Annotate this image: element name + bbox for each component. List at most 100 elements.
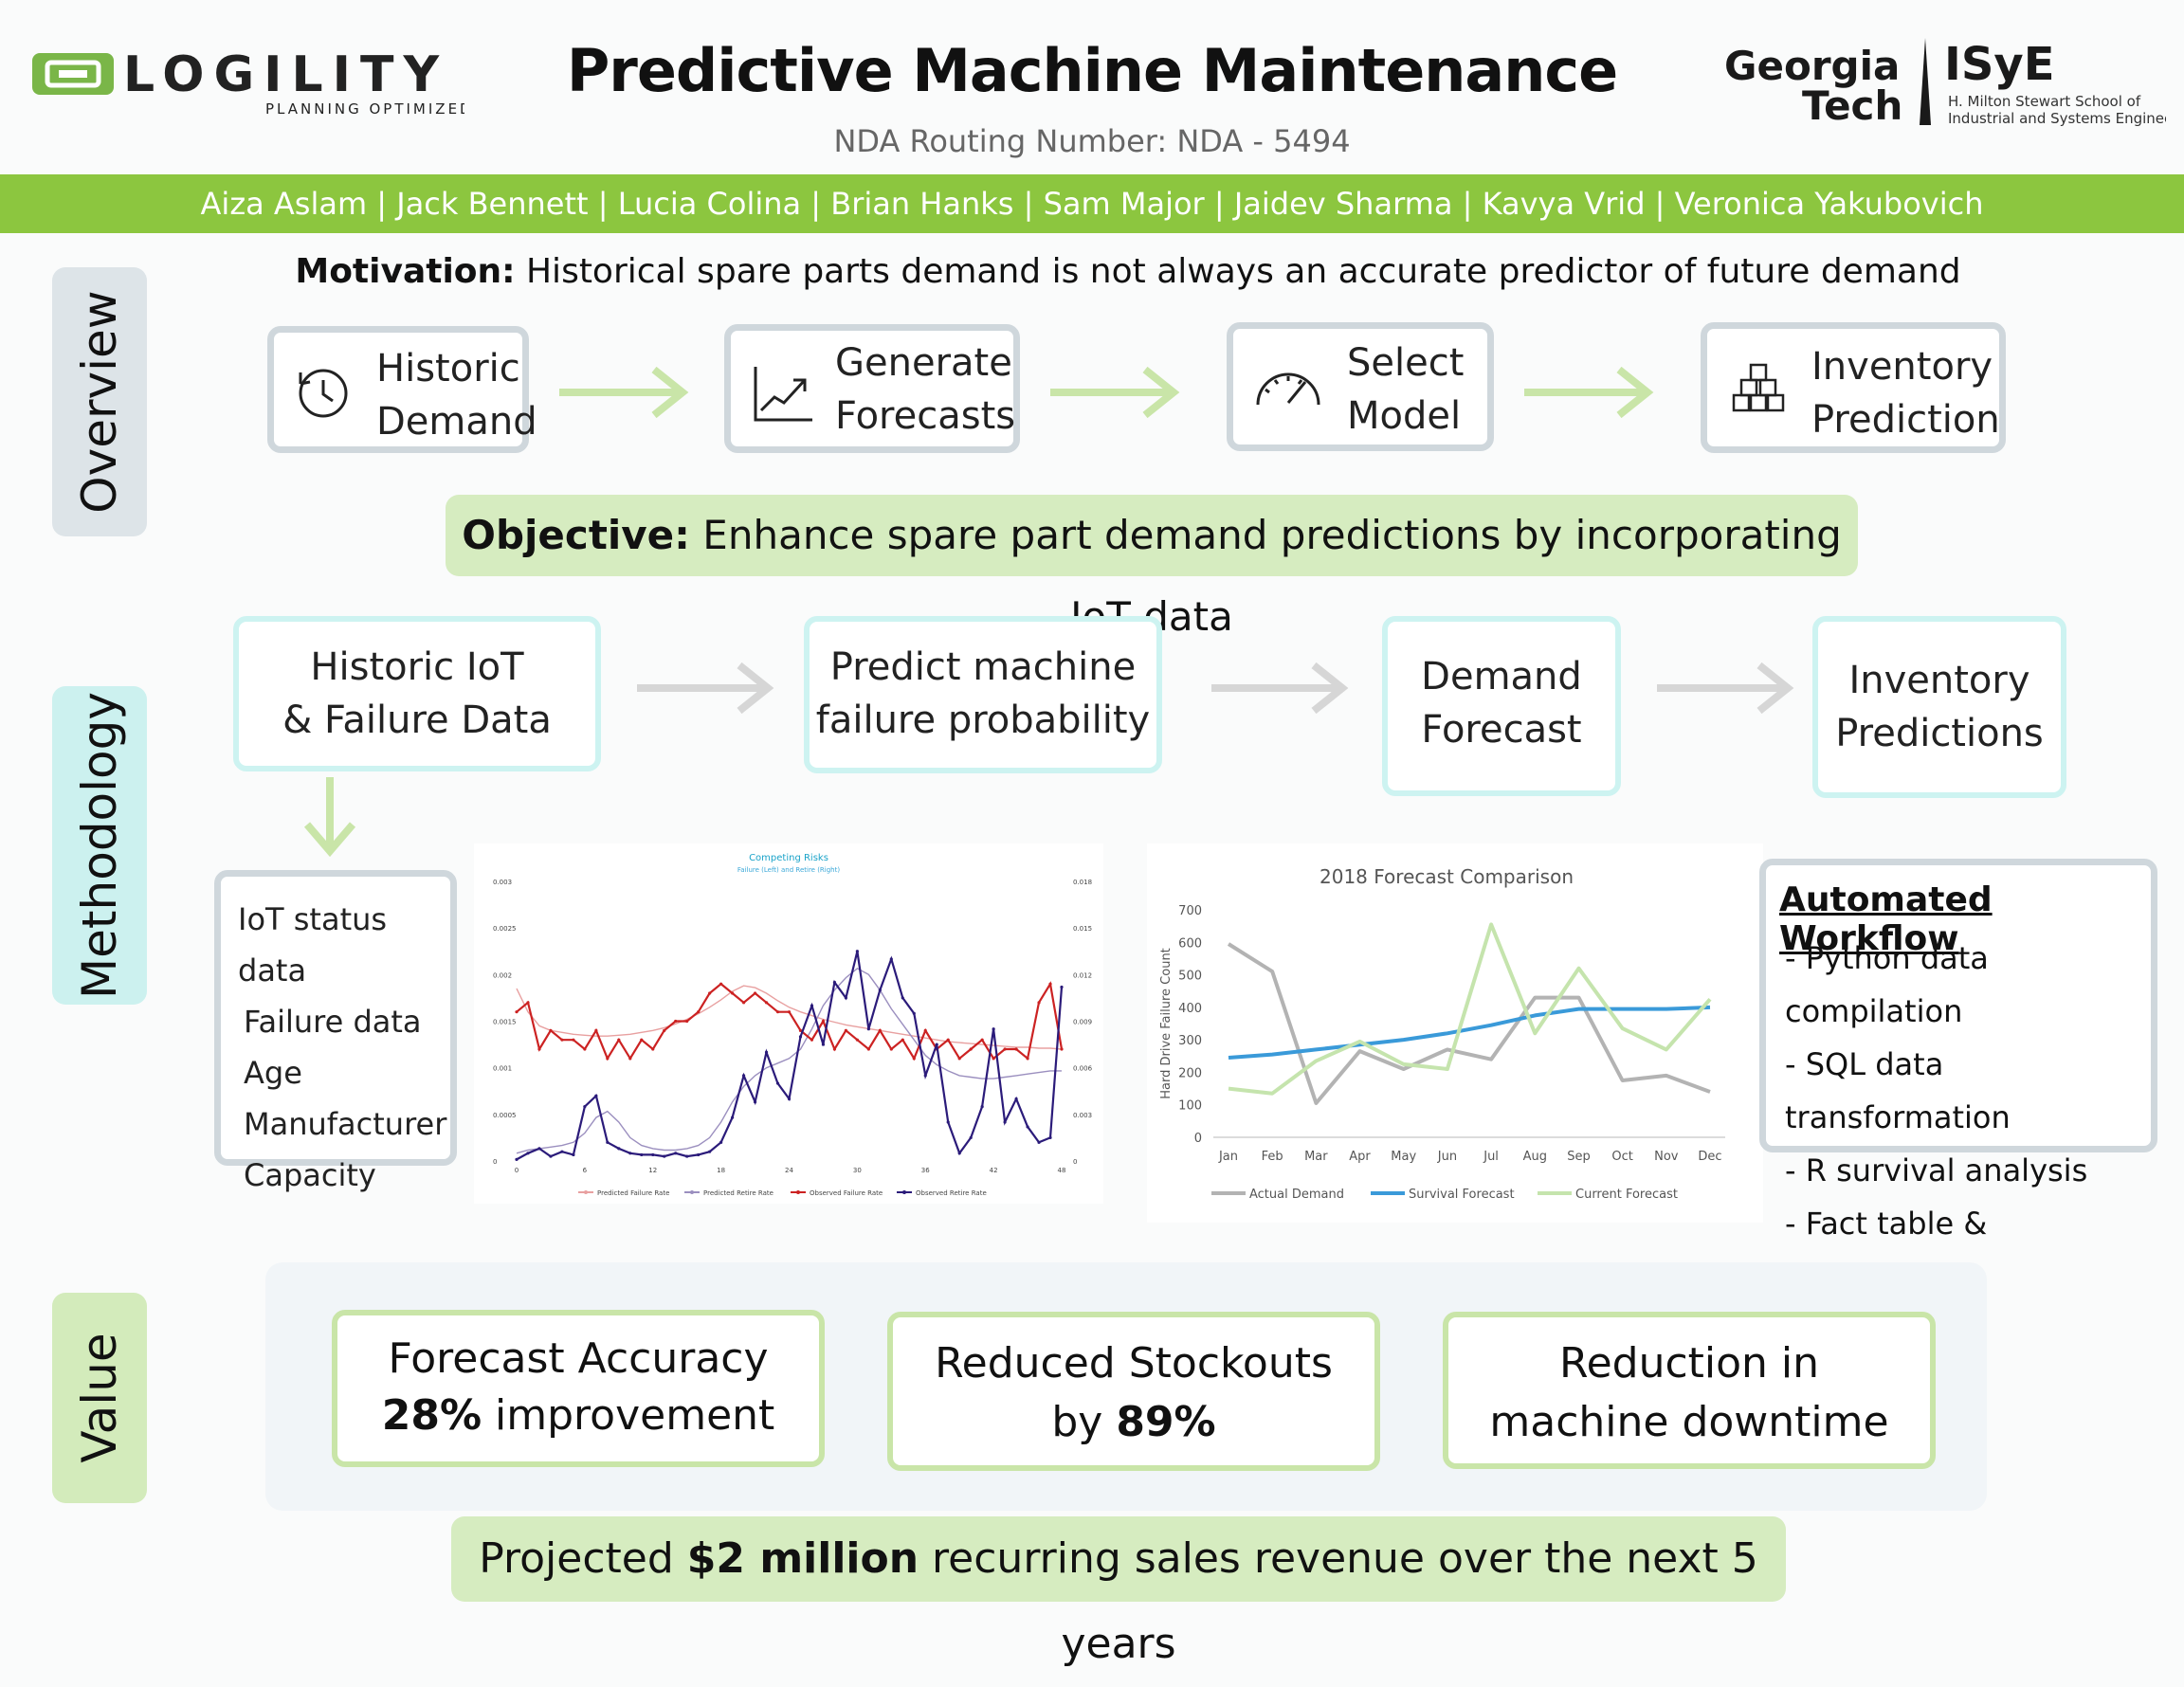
workflow-item: - R survival analysis — [1785, 1152, 2088, 1188]
data-point — [1026, 1057, 1029, 1061]
y-tick-label-right: 0.015 — [1073, 925, 1092, 933]
data-point — [640, 1038, 644, 1042]
y-tick-label: 700 — [1178, 904, 1202, 918]
data-point — [685, 1154, 689, 1158]
data-point — [912, 1011, 916, 1015]
arrow-right-icon — [637, 662, 774, 715]
arrow-right-icon — [1657, 662, 1794, 715]
y-tick-label-right: 0.003 — [1073, 1112, 1092, 1119]
y-tick-label-right: 0 — [1073, 1158, 1077, 1166]
section-label-overview: Overview — [52, 267, 147, 536]
chart-subtitle: Failure (Left) and Retire (Right) — [737, 866, 840, 874]
list-item: IoT status data — [238, 901, 388, 989]
data-point — [810, 1004, 814, 1007]
x-tick-label: 36 — [921, 1167, 930, 1174]
data-point — [1048, 982, 1052, 986]
data-point — [969, 1047, 973, 1051]
data-point — [617, 1038, 621, 1042]
series-line-1 — [516, 985, 1063, 1050]
data-point — [731, 991, 735, 995]
section-label-value: Value — [52, 1293, 147, 1503]
data-point — [855, 950, 859, 953]
data-point — [572, 1152, 575, 1157]
data-point — [719, 1140, 723, 1144]
y-tick-label: 0 — [1194, 1132, 1202, 1146]
data-point — [560, 1150, 564, 1153]
x-tick-label: May — [1391, 1150, 1416, 1164]
data-point — [980, 1105, 984, 1109]
data-point — [844, 1028, 847, 1032]
georgia-tech-isye-logo: Georgia Tech ISyE H. Milton Stewart Scho… — [1720, 30, 2184, 135]
data-point — [753, 1100, 757, 1104]
isye-wordmark: ISyE — [1944, 38, 2055, 91]
data-point — [775, 1081, 780, 1085]
x-tick-label: 48 — [1058, 1167, 1066, 1174]
y-tick-label-left: 0.0025 — [493, 925, 517, 933]
series-line-3 — [1228, 922, 1712, 1096]
x-tick-label: Sep — [1567, 1150, 1591, 1164]
workflow-item: - SQL data transformation — [1785, 1046, 2011, 1135]
data-point — [628, 1152, 632, 1155]
clock-icon — [299, 369, 348, 418]
page-title: Predictive Machine Maintenance — [566, 36, 1618, 105]
data-point — [549, 1154, 553, 1158]
x-tick-label: Jun — [1437, 1150, 1457, 1164]
series-line-2 — [516, 967, 1062, 1154]
data-point — [537, 1047, 541, 1051]
series-line-2 — [1228, 1005, 1711, 1060]
data-point — [832, 980, 837, 985]
data-point — [866, 1027, 870, 1031]
logility-wordmark: LOGILITY — [123, 47, 448, 103]
data-point — [606, 1140, 610, 1144]
data-point — [663, 1154, 666, 1158]
data-point — [606, 1057, 610, 1061]
y-tick-label: 500 — [1178, 970, 1202, 984]
data-point — [957, 1152, 961, 1155]
x-tick-label: Oct — [1611, 1150, 1632, 1164]
competing-risks-chart: Competing Risks Failure (Left) and Retire… — [474, 844, 1103, 1204]
data-point — [764, 1050, 769, 1054]
data-point — [787, 1010, 792, 1014]
list-item: Failure data — [244, 1004, 422, 1040]
series-line-1 — [1227, 942, 1711, 1105]
x-tick-label: Dec — [1698, 1150, 1721, 1164]
data-point — [560, 1038, 564, 1042]
x-tick-label: 30 — [853, 1167, 862, 1174]
data-point — [549, 1028, 553, 1032]
data-point — [1048, 1135, 1052, 1140]
section-label-methodology: Methodology — [52, 686, 147, 1005]
legend-marker — [796, 1190, 800, 1194]
data-point — [674, 1152, 678, 1155]
x-tick-label: 6 — [583, 1167, 588, 1174]
data-point — [594, 1094, 598, 1097]
data-point — [1037, 1140, 1041, 1144]
data-point — [697, 1152, 701, 1157]
data-point — [775, 1010, 780, 1014]
data-point — [878, 1028, 882, 1032]
objective-label: Objective: — [462, 512, 690, 558]
legend-label: Current Forecast — [1575, 1188, 1678, 1202]
list-item: Age — [244, 1055, 302, 1091]
data-point — [844, 996, 847, 1000]
data-point — [992, 1057, 995, 1061]
legend-label: Actual Demand — [1249, 1188, 1344, 1202]
x-tick-label: Apr — [1349, 1150, 1371, 1164]
gt-line2: Tech — [1802, 82, 1902, 129]
data-point — [1037, 1001, 1041, 1005]
data-point — [628, 1057, 632, 1061]
data-point — [821, 1043, 826, 1046]
data-point — [901, 996, 904, 1000]
arrow-right-icon — [559, 366, 689, 419]
motivation-label: Motivation: — [295, 252, 516, 291]
legend-marker — [902, 1190, 906, 1194]
series-line-3 — [516, 981, 1064, 1061]
y-tick-label-left: 0.0005 — [493, 1112, 517, 1119]
data-point — [1014, 1047, 1018, 1051]
data-point — [764, 1001, 769, 1005]
overview-step-historic-demand: Historic Demand — [267, 326, 537, 453]
data-point — [731, 1116, 735, 1119]
workflow-item: - Python data compilation — [1785, 940, 1989, 1029]
value-card-reduced-downtime: Reduction in machine downtime — [1443, 1312, 1936, 1469]
overview-step-inventory-prediction: Inventory Prediction — [1701, 322, 2006, 453]
legend-marker — [690, 1190, 694, 1194]
